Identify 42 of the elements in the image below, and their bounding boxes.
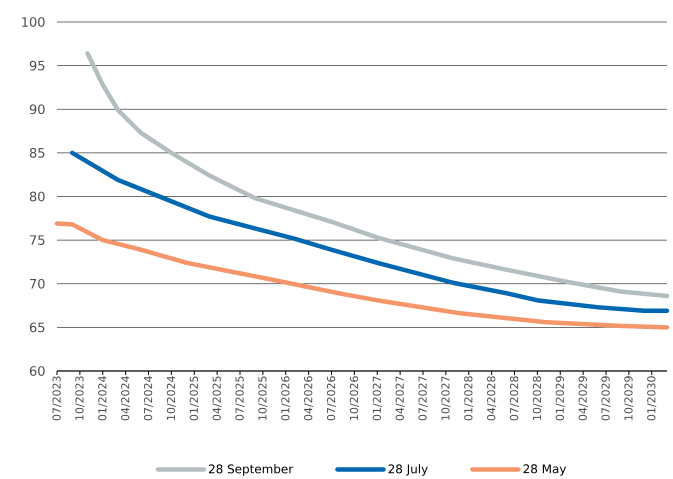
y-tick-label: 85 xyxy=(30,148,44,158)
x-tick-label: 04/2026 xyxy=(304,376,314,420)
x-tick-label: 01/2024 xyxy=(98,376,108,420)
x-tick-label: 01/2029 xyxy=(556,376,565,420)
x-tick-label: 10/2025 xyxy=(258,376,268,420)
x-tick-label: 07/2023 xyxy=(52,376,62,420)
x-tick-label: 10/2029 xyxy=(624,376,634,420)
x-tick-label: 07/2027 xyxy=(418,376,428,420)
x-tick-label: 04/2024 xyxy=(121,376,130,420)
x-tick-label: 10/2023 xyxy=(75,376,84,420)
x-tick-label: 07/2028 xyxy=(510,376,520,420)
y-tick-label: 90 xyxy=(30,104,45,114)
x-tick-label: 07/2024 xyxy=(144,376,154,420)
legend-label: 28 May xyxy=(524,464,566,476)
line-series xyxy=(70,150,670,314)
legend-label: 28 July xyxy=(388,464,428,476)
x-tick-label: 07/2025 xyxy=(235,376,245,420)
x-tick-label: 07/2026 xyxy=(326,376,336,420)
line-series xyxy=(85,51,670,298)
x-tick-label: 01/2025 xyxy=(190,376,199,420)
legend-label: 28 September xyxy=(208,464,294,476)
y-tick-label: 100 xyxy=(22,17,45,27)
x-tick-label: 10/2024 xyxy=(166,376,176,420)
x-tick-label: 04/2029 xyxy=(578,376,588,420)
y-tick-label: 95 xyxy=(30,60,44,71)
x-tick-label: 10/2027 xyxy=(441,376,450,420)
x-tick-label: 04/2028 xyxy=(487,376,496,420)
y-tick-label: 60 xyxy=(30,366,45,376)
x-tick-label: 07/2029 xyxy=(601,376,611,420)
x-tick-label: 01/2028 xyxy=(464,376,474,420)
y-tick-label: 75 xyxy=(30,235,44,245)
y-tick-label: 65 xyxy=(30,322,44,332)
x-tick-label: 01/2030 xyxy=(647,376,656,420)
y-tick-label: 80 xyxy=(30,192,45,202)
x-tick-label: 10/2026 xyxy=(350,376,359,420)
x-tick-label: 10/2028 xyxy=(532,376,542,420)
line-series xyxy=(54,221,670,330)
x-tick-label: 04/2025 xyxy=(212,376,222,420)
x-tick-label: 01/2027 xyxy=(372,376,382,420)
y-tick-label: 70 xyxy=(30,278,45,289)
x-tick-label: 04/2027 xyxy=(396,376,405,420)
x-tick-label: 01/2026 xyxy=(281,376,290,420)
